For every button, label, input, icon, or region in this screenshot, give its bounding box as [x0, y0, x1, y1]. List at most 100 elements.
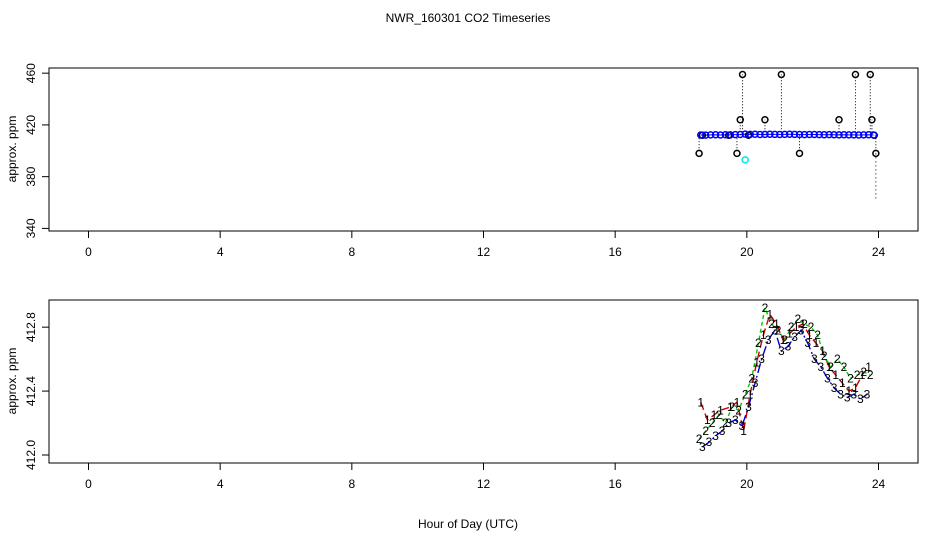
data-label: 1 — [865, 360, 872, 374]
data-label: 3 — [785, 339, 792, 353]
data-label: 3 — [732, 413, 739, 427]
data-label: 2 — [781, 333, 788, 347]
data-label: 1 — [753, 355, 760, 369]
y-tick-label: 412.4 — [24, 376, 38, 406]
data-label: 2 — [722, 416, 729, 430]
data-label: 2 — [808, 320, 815, 334]
data-label: 3 — [719, 424, 726, 438]
x-tick-label: 24 — [872, 477, 886, 491]
bottom-panel-ylabel: approx. ppm — [5, 348, 19, 415]
data-label: 2 — [860, 365, 867, 379]
data-point — [741, 156, 749, 164]
data-label: 2 — [841, 360, 848, 374]
data-point — [820, 131, 828, 139]
data-point — [695, 149, 703, 158]
data-label: 3 — [712, 429, 719, 443]
data-point — [771, 130, 779, 139]
data-point — [706, 131, 715, 139]
series-line — [700, 312, 870, 432]
data-label: 2 — [788, 320, 795, 334]
data-point — [731, 130, 740, 139]
x-tick-label: 4 — [217, 477, 224, 491]
x-tick-label: 24 — [872, 245, 886, 259]
data-label: 1 — [819, 344, 826, 358]
data-label: 2 — [735, 403, 742, 417]
y-tick-label: 420 — [24, 115, 38, 135]
data-point — [733, 149, 741, 158]
data-label: 2 — [709, 416, 716, 430]
data-point — [868, 115, 876, 124]
data-point — [815, 130, 823, 139]
top-panel-marks — [695, 70, 880, 199]
data-label: 1 — [717, 403, 724, 417]
data-point — [777, 70, 786, 79]
x-tick-label: 0 — [85, 477, 92, 491]
x-axis-label: Hour of Day (UTC) — [418, 517, 518, 531]
data-point — [864, 131, 873, 139]
data-label: 3 — [824, 371, 831, 385]
data-point — [761, 130, 769, 139]
data-label: 1 — [740, 424, 747, 438]
data-point — [835, 131, 843, 139]
y-tick-label: 460 — [24, 63, 38, 83]
data-label: 1 — [806, 328, 813, 342]
data-label: 3 — [739, 419, 746, 433]
data-point — [795, 149, 804, 158]
data-point — [805, 130, 814, 139]
data-label: 1 — [734, 395, 741, 409]
series-line — [698, 305, 871, 440]
data-label: 3 — [857, 392, 864, 406]
x-tick-label: 8 — [348, 477, 355, 491]
data-label: 3 — [831, 381, 838, 395]
data-point — [855, 131, 863, 139]
top-panel: 0 4 8 12 16 20 24 340 380 420 460 approx. ppm — [5, 63, 919, 259]
data-label: 1 — [832, 368, 839, 382]
data-point — [756, 130, 764, 139]
data-point — [716, 131, 725, 139]
data-point — [810, 130, 819, 139]
data-point — [840, 131, 848, 139]
data-label: 1 — [727, 400, 734, 414]
data-point — [697, 131, 705, 139]
data-label: 3 — [850, 387, 857, 401]
x-tick-label: 20 — [740, 477, 754, 491]
data-label: 2 — [801, 317, 808, 331]
data-label: 3 — [791, 330, 798, 344]
data-label: 1 — [799, 317, 806, 331]
data-label: 1 — [852, 381, 859, 395]
x-tick-label: 4 — [217, 245, 224, 259]
data-point — [835, 115, 843, 124]
x-tick-label: 12 — [477, 477, 491, 491]
data-label: 3 — [811, 352, 818, 366]
data-label: 2 — [847, 371, 854, 385]
data-point — [701, 131, 710, 139]
y-tick-label: 412.8 — [24, 312, 38, 342]
x-tick-label: 16 — [608, 245, 622, 259]
data-label: 3 — [844, 390, 851, 404]
data-point — [736, 115, 744, 124]
data-label: 1 — [859, 368, 866, 382]
data-label: 2 — [795, 312, 802, 326]
data-label: 3 — [758, 352, 765, 366]
data-label: 1 — [711, 408, 718, 422]
top-panel-frame — [48, 67, 919, 232]
data-label: 3 — [804, 336, 811, 350]
data-label: 3 — [771, 323, 778, 337]
data-point — [741, 130, 749, 138]
chart-title: NWR_160301 CO2 Timeseries — [386, 11, 551, 25]
data-point — [790, 130, 799, 139]
data-point — [776, 130, 784, 139]
data-point — [785, 130, 794, 138]
data-label: 3 — [837, 387, 844, 401]
data-label: 1 — [697, 395, 704, 409]
data-point — [851, 70, 860, 79]
data-label: 2 — [742, 387, 749, 401]
data-point — [761, 115, 769, 124]
data-point — [850, 131, 858, 139]
data-point — [721, 131, 730, 139]
data-point — [751, 130, 759, 138]
data-label: 1 — [839, 376, 846, 390]
data-label: 2 — [716, 408, 723, 422]
